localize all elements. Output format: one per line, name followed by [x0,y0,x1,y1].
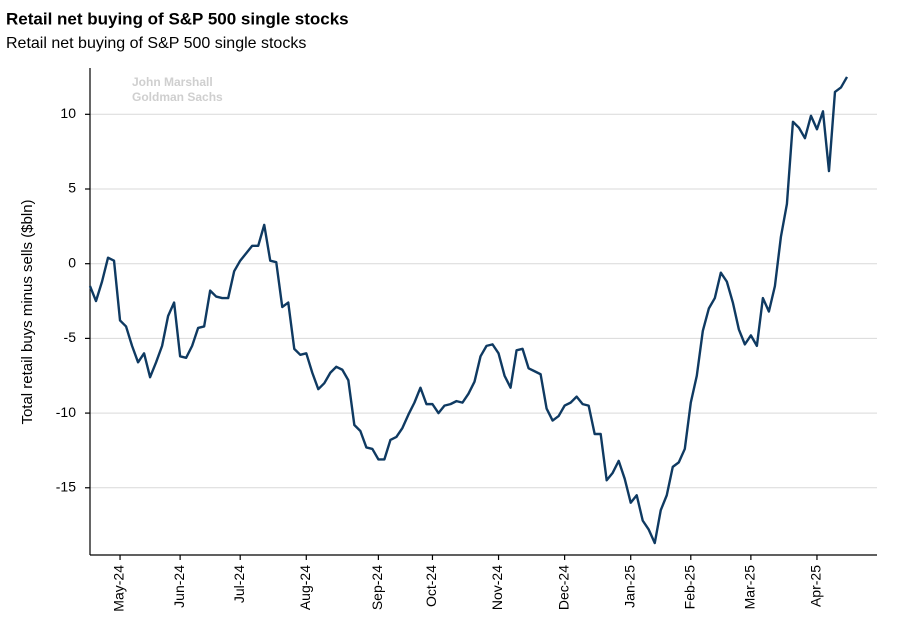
x-tick-label: Sep-24 [369,565,385,610]
x-tick-label: Oct-24 [423,565,439,607]
x-tick-label: Jul-24 [231,565,247,603]
y-tick-label: 10 [60,105,76,121]
x-tick-label: Feb-25 [681,565,697,610]
x-tick-label: Nov-24 [489,565,505,610]
x-tick-label: Apr-25 [808,565,824,607]
chart-title: Retail net buying of S&P 500 single stoc… [6,9,349,28]
y-tick-label: -5 [64,329,77,345]
data-line [88,76,849,545]
y-tick-label: -15 [56,478,76,494]
x-tick-label: Aug-24 [297,565,313,610]
y-tick-label: 0 [68,254,76,270]
x-tick-label: Dec-24 [555,565,571,610]
x-tick-label: Jun-24 [171,565,187,608]
watermark: Goldman Sachs [132,90,223,104]
y-tick-label: -10 [56,404,76,420]
x-tick-label: May-24 [111,565,127,612]
y-tick-label: 5 [68,180,76,196]
y-axis-label: Total retail buys minus sells ($bln) [19,199,36,424]
x-tick-label: Jan-25 [621,565,637,608]
x-tick-label: Mar-25 [742,565,758,610]
chart-subtitle: Retail net buying of S&P 500 single stoc… [6,35,306,52]
watermark: John Marshall [132,75,213,89]
